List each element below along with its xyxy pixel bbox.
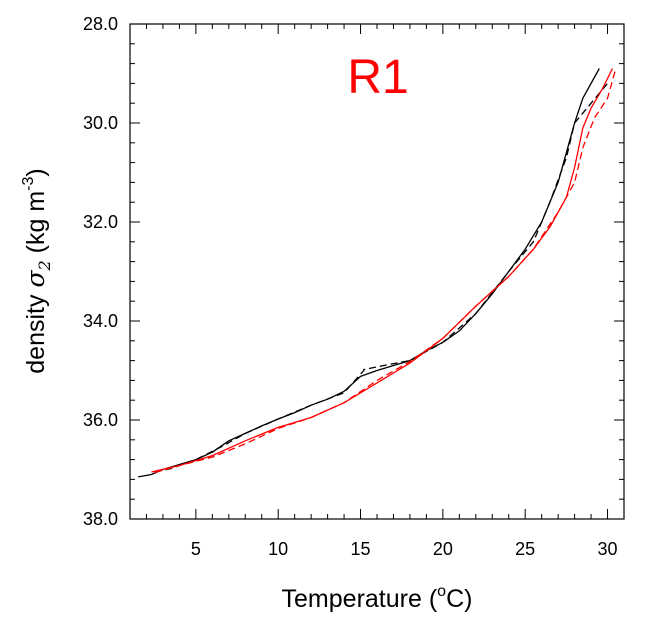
x-tick-label: 10 <box>268 539 288 559</box>
x-tick-label: 30 <box>598 539 618 559</box>
y-axis-title-symbol: σ <box>21 270 50 288</box>
x-tick-label: 5 <box>191 539 201 559</box>
x-tick-label: 25 <box>515 539 535 559</box>
x-axis-title: Temperature (oC) <box>282 583 473 613</box>
chart-title: R1 <box>347 51 408 104</box>
x-tick-label: 20 <box>433 539 453 559</box>
x-axis-title-suffix: C) <box>446 585 472 613</box>
tick-labels: 5 10 15 20 25 30 28.0 30.0 32.0 34.0 36.0 38.0 <box>83 14 618 559</box>
series-line-red-dashed <box>154 68 617 474</box>
series-line-red-solid <box>151 68 614 473</box>
series-layer <box>138 68 617 478</box>
y-tick-label: 34.0 <box>83 311 118 331</box>
y-axis-title-superscript: -3 <box>20 177 37 191</box>
x-axis-title-degree: o <box>437 583 446 600</box>
x-tick-label: 15 <box>351 539 371 559</box>
series-line-black-dashed <box>154 82 609 473</box>
y-axis-title-close: ) <box>22 168 50 176</box>
x-axis-title-prefix: Temperature ( <box>282 585 438 613</box>
y-tick-label: 36.0 <box>83 410 118 430</box>
y-axis-title-unit: (kg m <box>22 191 50 260</box>
y-tick-label: 32.0 <box>83 212 118 232</box>
y-axis-title: density σ2 (kg m-3) <box>20 168 54 373</box>
y-tick-label: 30.0 <box>83 113 118 133</box>
y-tick-label: 28.0 <box>83 14 118 34</box>
series-line-black-solid <box>138 68 600 478</box>
y-axis-title-prefix: density <box>22 288 50 374</box>
y-tick-label: 38.0 <box>83 509 118 529</box>
tick-marks <box>129 23 625 520</box>
y-axis-title-subscript: 2 <box>35 260 54 271</box>
